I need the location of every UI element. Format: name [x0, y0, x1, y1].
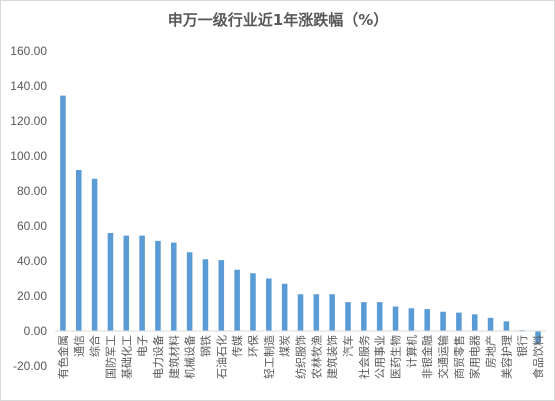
chart-title: 申万一级行业近1年涨跌幅（%）: [168, 11, 388, 29]
bar: [503, 321, 510, 331]
bar: [424, 309, 430, 331]
bar: [234, 269, 240, 331]
bar-series: [60, 95, 541, 344]
bar: [535, 331, 541, 344]
y-axis: -20.00 0.00 20.00 40.00 60.00 80.00 100.00 120.…: [10, 44, 47, 373]
x-tick-label: 社会服务: [357, 335, 371, 379]
bar: [329, 294, 335, 331]
y-tick-label: 60.00: [17, 219, 47, 233]
bar: [107, 233, 114, 331]
bar: [75, 170, 82, 331]
bar: [155, 240, 161, 331]
x-tick-label: 综合: [88, 335, 102, 357]
bar: [123, 235, 130, 331]
bar: [408, 308, 415, 331]
x-tick-label: 非银金融: [420, 335, 434, 379]
x-tick-label: 电子: [136, 335, 149, 357]
x-tick-label: 农林牧渔: [309, 335, 323, 379]
x-tick-label: 家用电器: [468, 335, 482, 379]
y-tick-label: -20.00: [13, 359, 47, 373]
x-tick-label: 医药生物: [389, 335, 403, 379]
y-tick-label: 120.00: [10, 114, 47, 128]
bar: [376, 302, 383, 331]
bar: [281, 283, 288, 331]
bar: [297, 294, 304, 331]
x-tick-label: 商贸零售: [452, 335, 466, 379]
bar: [266, 278, 272, 331]
bar: [487, 317, 494, 331]
bar: [361, 302, 367, 331]
y-tick-label: 140.00: [10, 79, 47, 93]
x-tick-label: 交通运输: [436, 335, 450, 379]
bar: [186, 252, 193, 331]
bar: [440, 311, 446, 331]
bar: [456, 312, 462, 331]
x-tick-label: 房地产: [484, 335, 498, 368]
x-tick-label: 食品饮料: [531, 335, 545, 379]
x-tick-label: 通信: [73, 335, 86, 357]
bar: [139, 235, 145, 331]
y-tick-label: 80.00: [17, 184, 47, 198]
y-tick-label: 160.00: [10, 44, 47, 58]
x-tick-label: 建筑材料: [167, 335, 181, 379]
x-tick-label: 计算机: [404, 335, 418, 368]
y-tick-label: 0.00: [24, 324, 48, 338]
x-tick-label: 国防军工: [103, 335, 117, 379]
x-tick-label: 石油石化: [214, 335, 228, 379]
x-tick-label: 建筑装饰: [325, 335, 339, 379]
x-tick-label: 公用事业: [374, 335, 387, 379]
x-tick-label: 汽车: [341, 335, 355, 357]
y-tick-label: 20.00: [17, 289, 47, 303]
x-tick-label: 机械设备: [183, 335, 197, 379]
bar: [171, 242, 177, 331]
x-tick-label: 传媒: [231, 335, 244, 357]
bar: [218, 260, 225, 331]
x-tick-label: 煤炭: [279, 335, 292, 357]
x-tick-label: 环保: [246, 335, 260, 357]
x-tick-label: 纺织服饰: [294, 335, 308, 379]
bar: [250, 273, 256, 331]
bar: [202, 259, 209, 331]
x-tick-label: 轻工制造: [262, 335, 276, 379]
x-tick-label: 有色金属: [56, 335, 70, 379]
x-tick-label: 基础化工: [119, 335, 133, 379]
x-tick-label: 银行: [515, 335, 529, 357]
bar: [345, 302, 351, 331]
bar: [60, 95, 66, 331]
y-tick-label: 100.00: [10, 149, 47, 163]
bar: [313, 294, 320, 331]
x-tick-label: 钢铁: [199, 335, 212, 357]
bar: [91, 178, 98, 331]
x-tick-label: 电力设备: [151, 335, 165, 379]
x-tick-label: 美容护理: [499, 335, 513, 379]
x-axis: 有色金属 通信 综合 国防军工 基础化工 电子 电力设备 建筑材料 机械设备 钢铁 石油石化 传媒 环保…: [56, 335, 545, 379]
bar: [392, 306, 399, 331]
bar: [471, 314, 478, 331]
y-tick-label: 40.00: [17, 254, 47, 268]
